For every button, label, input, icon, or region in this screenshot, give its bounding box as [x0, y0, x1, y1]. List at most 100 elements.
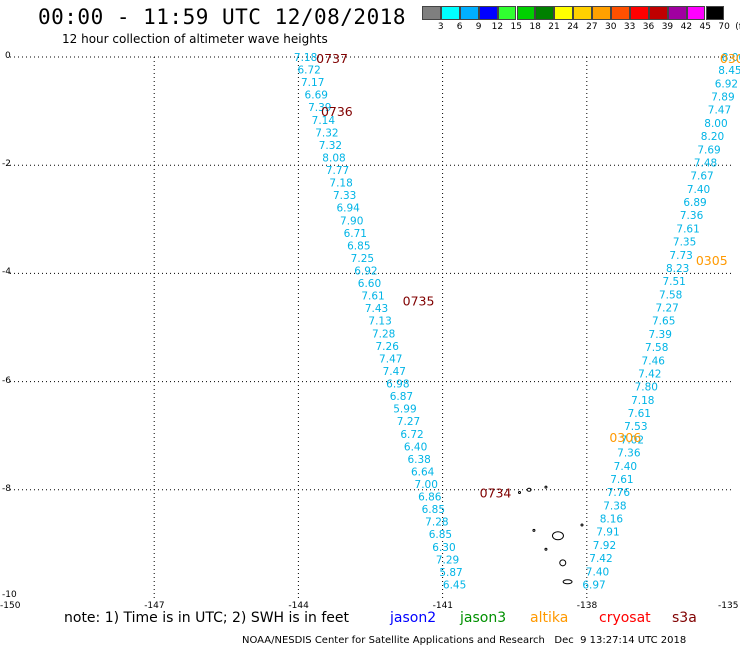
scale-label: 6: [456, 22, 463, 32]
scale-swatch: [648, 6, 668, 20]
footer-timestamp: Dec 9 13:27:14 UTC 2018: [554, 635, 687, 646]
wave-height-value: 6.85: [429, 529, 452, 541]
wave-height-value: 7.39: [649, 329, 672, 341]
wave-height-value: 6.86: [418, 492, 442, 504]
lon-label: -135: [718, 601, 739, 611]
wave-height-value: 7.26: [376, 341, 400, 353]
footer: NOAA/NESDIS Center for Satellite Applica…: [242, 635, 686, 646]
wave-height-value: 7.46: [642, 355, 666, 367]
scale-label: 3: [437, 22, 444, 32]
scale-swatch: [497, 6, 517, 20]
wave-height-value: 7.39: [308, 102, 331, 114]
scale-label: 9: [475, 22, 482, 32]
wave-height-value: 7.00: [415, 479, 438, 491]
wave-height-value: 8.16: [600, 514, 624, 526]
wave-height-value: 6.60: [358, 278, 381, 290]
island-outline: [544, 547, 548, 551]
wave-height-value: 8.23: [666, 263, 689, 275]
scale-swatch: [686, 6, 706, 20]
scale-label: 24: [567, 22, 579, 32]
pass-time-label: 0734: [480, 486, 512, 501]
satellite-s3a: s3a: [672, 610, 697, 626]
pass-time-label: 0737: [316, 51, 348, 66]
wave-height-value: 7.18: [294, 52, 317, 64]
wave-height-value: 7.67: [690, 171, 713, 183]
lat-label: 0: [5, 51, 11, 61]
wave-height-value: 6.64: [411, 466, 435, 478]
wave-height-value: 7.80: [635, 382, 658, 394]
wave-height-value: 8.20: [701, 131, 724, 143]
wave-height-value: 7.92: [593, 540, 616, 552]
lon-label: -150: [0, 601, 21, 611]
page-subtitle: 12 hour collection of altimeter wave hei…: [62, 32, 328, 46]
island-outline: [559, 559, 567, 567]
wave-height-value: 7.48: [694, 157, 717, 169]
wave-height-value: 7.25: [351, 253, 374, 265]
wave-height-value: 6.40: [404, 441, 427, 453]
wave-height-value: 7.90: [340, 215, 363, 227]
pass-time-label: 0305: [696, 253, 728, 268]
satellite-cryosat: cryosat: [599, 610, 651, 626]
scale-label: 30: [605, 22, 617, 32]
wave-height-value: 7.76: [607, 487, 631, 499]
note-text: note: 1) Time is in UTC; 2) SWH is in fe…: [64, 610, 350, 626]
scale-label: 42: [680, 22, 693, 32]
wave-height-value: 7.43: [365, 303, 388, 315]
pass-time-label: 0735: [403, 293, 435, 308]
wave-height-value: 7.65: [652, 316, 675, 328]
scale-label: 18: [529, 22, 541, 32]
wave-height-value: 6.38: [407, 454, 430, 466]
scale-label: 15: [510, 22, 522, 32]
lat-label: -4: [2, 267, 11, 278]
wave-height-value: 6.72: [400, 429, 423, 441]
wave-height-value: 7.27: [655, 303, 678, 315]
island-outline: [562, 579, 573, 585]
wave-height-value: 5.87: [439, 567, 462, 579]
wave-height-value: 6.85: [347, 240, 370, 252]
lon-label: -144: [288, 601, 309, 611]
lon-label: -141: [432, 601, 454, 611]
scale-swatch: [440, 6, 460, 20]
scale-swatch: [535, 6, 555, 20]
lon-label: -138: [576, 601, 598, 611]
wave-height-value: 6.89: [683, 197, 706, 209]
wave-height-value: 7.32: [315, 127, 338, 139]
wave-height-value: 7.61: [628, 408, 651, 420]
wave-height-value: 6.98: [386, 379, 409, 391]
wave-height-value: 7.28: [425, 517, 448, 529]
scale-label: 70: [718, 22, 730, 32]
pass-time-label: 0736: [321, 104, 353, 119]
scale-swatch: [629, 6, 649, 20]
wave-height-value: 6.72: [297, 65, 320, 77]
wave-height-value: 7.73: [669, 250, 692, 262]
wave-height-value: 6.45: [443, 579, 466, 591]
wave-height-value: 6.85: [422, 504, 445, 516]
scale-label: 33: [623, 22, 636, 32]
wave-height-value: 7.47: [383, 366, 406, 378]
wave-height-value: 8.45: [718, 65, 740, 77]
wave-height-value: 8.00: [704, 118, 727, 130]
wave-height-value: 7.17: [301, 77, 324, 89]
wave-height-value: 7.58: [645, 342, 668, 354]
island-outline: [580, 523, 584, 527]
scale-swatch: [611, 6, 630, 20]
wave-height-value: 7.40: [687, 184, 710, 196]
wave-height-value: 7.14: [312, 115, 336, 127]
wave-height-value: 7.40: [614, 461, 637, 473]
scale-swatch: [573, 6, 593, 20]
scale-label: 21: [548, 22, 560, 32]
satellite-altika: altika: [530, 610, 569, 626]
wave-height-value: 7.47: [379, 353, 402, 365]
wave-height-value: 7.02: [621, 434, 644, 446]
wave-height-value: 6.92: [354, 266, 377, 278]
wave-height-value: 7.42: [589, 553, 612, 565]
scale-swatch: [592, 6, 611, 20]
wave-height-value: 7.18: [631, 395, 654, 407]
wave-height-value: 7.33: [333, 190, 356, 202]
scale-label: 45: [699, 22, 711, 32]
wave-height-value: 7.47: [708, 105, 731, 117]
island-outline: [544, 485, 548, 489]
scale-swatch: [667, 6, 687, 20]
